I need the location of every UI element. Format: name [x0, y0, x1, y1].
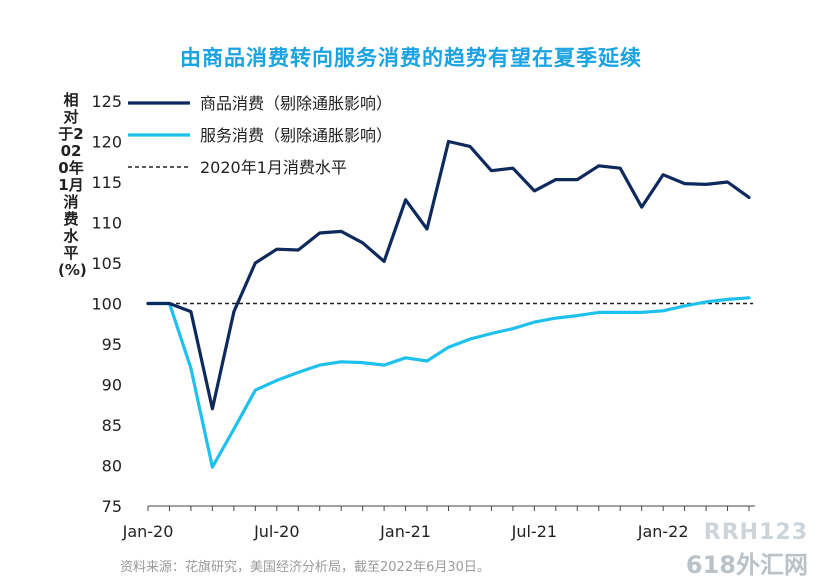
- series-group: [146, 139, 751, 469]
- y-tick-label-80: 80: [102, 457, 122, 476]
- series-line-0: [146, 139, 751, 411]
- y-tick-label-125: 125: [91, 92, 122, 111]
- y-tick-label-95: 95: [102, 335, 122, 354]
- y-axis: 75 80 85 90 95 100 105 110 115 120 125: [91, 92, 122, 516]
- x-tick-label-Jan-21: Jan-21: [379, 522, 431, 541]
- legend-label-0: 商品消费（剔除通胀影响）: [200, 94, 392, 113]
- x-axis: Jan-20 Jul-20 Jan-21 Jul-21 Jan-22: [122, 505, 755, 541]
- x-tick-label-Jan-20: Jan-20: [122, 522, 174, 541]
- y-tick-label-110: 110: [91, 214, 122, 233]
- watermark: RRH123 618外汇网: [686, 520, 808, 580]
- source-note: 资料来源：花旗研究，美国经济分析局，截至2022年6月30日。: [120, 560, 490, 575]
- y-tick-label-105: 105: [91, 254, 122, 273]
- legend-label-2: 2020年1月消费水平: [200, 158, 347, 177]
- watermark-line2: 618外汇网: [685, 551, 808, 579]
- y-tick-label-85: 85: [102, 416, 122, 435]
- chart-title: 由商品消费转向服务消费的趋势有望在夏季延续: [180, 46, 642, 70]
- series-line-1: [146, 296, 751, 469]
- y-axis-label: 相对于2020年1月消费水平(%): [58, 91, 87, 279]
- y-tick-label-90: 90: [102, 376, 122, 395]
- y-tick-label-100: 100: [91, 295, 122, 314]
- y-tick-label-120: 120: [91, 133, 122, 152]
- y-tick-label-75: 75: [102, 497, 122, 516]
- y-tick-label-115: 115: [91, 173, 122, 192]
- watermark-line1: RRH123: [703, 520, 808, 545]
- legend-label-1: 服务消费（剔除通胀影响）: [200, 126, 392, 145]
- x-tick-label-Jan-22: Jan-22: [637, 522, 689, 541]
- x-tick-label-Jul-21: Jul-21: [511, 522, 557, 541]
- x-tick-label-Jul-20: Jul-20: [253, 522, 299, 541]
- legend: 商品消费（剔除通胀影响） 服务消费（剔除通胀影响） 2020年1月消费水平: [128, 94, 392, 177]
